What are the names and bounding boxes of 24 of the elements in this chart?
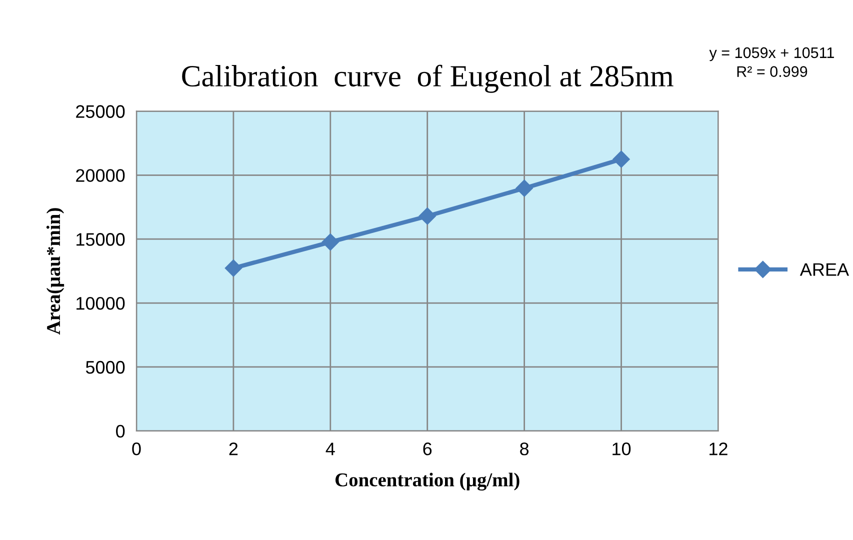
x-axis-title: Concentration (µg/ml) <box>335 472 520 491</box>
point <box>516 180 533 197</box>
y-tick-label: 15000 <box>76 233 125 246</box>
chart-title: Calibration curve of Eugenol at 285nm <box>182 64 674 93</box>
x-tick-label: 2 <box>229 442 238 456</box>
x-tick-label: 6 <box>423 442 432 456</box>
y-tick-label: 10000 <box>76 296 125 310</box>
text: R² = 0.999 <box>737 66 808 77</box>
y-tick-label: 0 <box>116 424 125 438</box>
y-tick-label: 20000 <box>76 169 125 182</box>
y-tick-label: 25000 <box>76 105 125 118</box>
point <box>612 150 630 168</box>
text: y = 1059x + 10511 <box>709 47 834 62</box>
x-tick-label: 12 <box>710 442 728 456</box>
x-tick-label: 10 <box>612 442 631 456</box>
x-tick-label: 4 <box>326 442 335 456</box>
point <box>418 208 436 225</box>
legend-label: AREA <box>800 263 850 276</box>
y-axis-title: Area(µau*min) <box>46 208 64 335</box>
y-tick-label: 5000 <box>86 360 125 374</box>
point <box>224 260 242 277</box>
x-tick-label: 0 <box>132 442 141 456</box>
point <box>322 234 339 251</box>
x-tick-label: 8 <box>520 442 529 456</box>
